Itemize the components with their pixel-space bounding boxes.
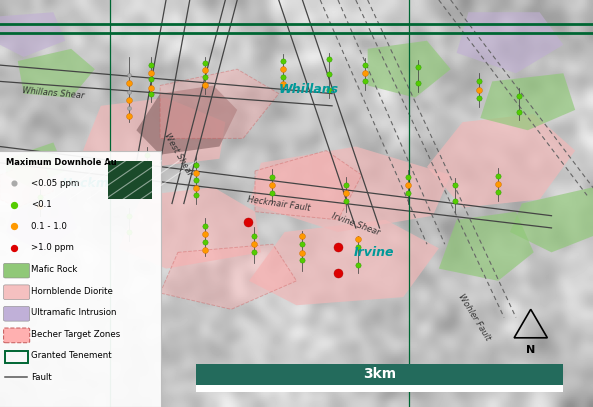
Polygon shape xyxy=(136,85,237,155)
FancyBboxPatch shape xyxy=(4,263,30,278)
Text: Heckmair Fault: Heckmair Fault xyxy=(247,195,311,212)
Polygon shape xyxy=(0,159,53,208)
Polygon shape xyxy=(439,212,534,281)
Text: Irvine: Irvine xyxy=(353,246,394,259)
FancyBboxPatch shape xyxy=(196,385,563,392)
Polygon shape xyxy=(457,12,563,73)
Polygon shape xyxy=(18,49,95,98)
FancyBboxPatch shape xyxy=(108,161,152,199)
Text: 3km: 3km xyxy=(363,368,396,381)
Polygon shape xyxy=(160,69,279,138)
FancyBboxPatch shape xyxy=(0,151,161,407)
Text: <0.1: <0.1 xyxy=(31,200,52,209)
Text: 0.1 - 1.0: 0.1 - 1.0 xyxy=(31,222,66,231)
Text: Irvine Shear: Irvine Shear xyxy=(330,211,381,237)
Text: N: N xyxy=(526,345,535,355)
Text: >1.0 ppm: >1.0 ppm xyxy=(31,243,74,252)
Polygon shape xyxy=(368,41,451,98)
Text: West Shear: West Shear xyxy=(162,131,194,178)
Text: Hornblende Diorite: Hornblende Diorite xyxy=(31,287,113,295)
Polygon shape xyxy=(249,147,451,232)
Text: Granted Tenement: Granted Tenement xyxy=(31,351,111,360)
FancyBboxPatch shape xyxy=(196,364,563,385)
FancyBboxPatch shape xyxy=(4,306,30,321)
Text: Whillans Shear: Whillans Shear xyxy=(22,86,85,101)
Text: Maximum Downhole Au: Maximum Downhole Au xyxy=(6,158,117,166)
Polygon shape xyxy=(255,151,362,220)
Polygon shape xyxy=(0,12,65,57)
Polygon shape xyxy=(6,142,65,187)
Text: Wohler Fault: Wohler Fault xyxy=(457,293,492,342)
Polygon shape xyxy=(480,73,575,130)
Text: Fault: Fault xyxy=(31,373,52,382)
Text: Mafic Rock: Mafic Rock xyxy=(31,265,77,274)
Polygon shape xyxy=(160,244,296,309)
FancyBboxPatch shape xyxy=(4,328,30,343)
Polygon shape xyxy=(6,195,77,252)
Text: Becher Target Zones: Becher Target Zones xyxy=(31,330,120,339)
Polygon shape xyxy=(510,187,593,252)
Polygon shape xyxy=(83,98,225,171)
Text: Ultramafic Intrusion: Ultramafic Intrusion xyxy=(31,308,116,317)
Text: Heckmair: Heckmair xyxy=(62,177,128,190)
Polygon shape xyxy=(119,187,261,269)
Polygon shape xyxy=(427,114,575,208)
Text: Whillans: Whillans xyxy=(278,83,339,96)
FancyBboxPatch shape xyxy=(4,285,30,300)
Text: <0.05 ppm: <0.05 ppm xyxy=(31,179,79,188)
Polygon shape xyxy=(249,220,439,305)
